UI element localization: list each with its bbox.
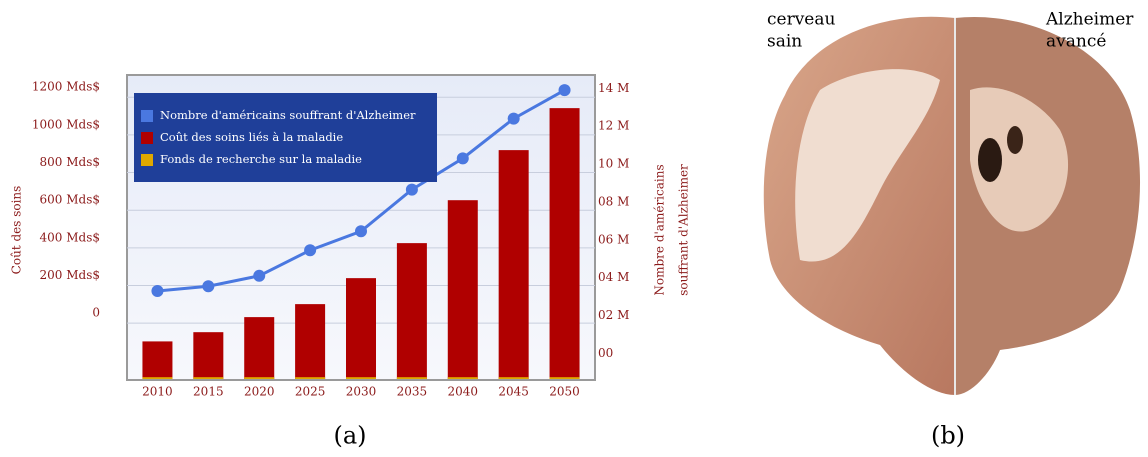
- y-tick-label: 600 Mds$: [40, 193, 100, 207]
- caption: (b): [931, 422, 965, 450]
- image-label: cerveau: [767, 10, 836, 30]
- y2-tick-label: 10 M: [598, 157, 629, 171]
- y2-tick-label: 12 M: [598, 119, 629, 133]
- y2-axis-title: souffrant d'Alzheimer: [677, 164, 691, 296]
- bar: [396, 377, 427, 379]
- bar: [498, 150, 529, 379]
- x-tick-label: 2040: [448, 385, 479, 399]
- caption: (a): [333, 422, 366, 450]
- legend-label: Fonds de recherche sur la maladie: [160, 152, 362, 166]
- y2-tick-label: 04 M: [598, 270, 629, 284]
- point: [304, 244, 317, 257]
- y-axis-title: Coût des soins: [10, 186, 24, 275]
- point: [202, 280, 215, 293]
- bar: [244, 317, 275, 379]
- bar: [549, 108, 580, 379]
- image-label: avancé: [1046, 32, 1106, 52]
- bar: [346, 377, 376, 379]
- bar: [295, 377, 326, 379]
- x-tick-label: 2045: [498, 385, 529, 399]
- bar: [549, 377, 580, 379]
- x-tick-label: 2035: [397, 385, 428, 399]
- bar: [396, 243, 427, 379]
- point: [456, 152, 469, 165]
- y2-tick-label: 00: [598, 346, 613, 360]
- legend-box: [134, 93, 437, 182]
- bar: [193, 332, 224, 379]
- x-tick-label: 2020: [244, 385, 275, 399]
- y-tick-label: 400 Mds$: [40, 230, 100, 244]
- legend-swatch: [141, 154, 153, 166]
- x-tick-label: 2030: [346, 385, 377, 399]
- brain-image: [763, 16, 1141, 396]
- point: [405, 183, 418, 196]
- y-tick-label: 1200 Mds$: [32, 80, 100, 94]
- y2-tick-label: 08 M: [598, 194, 629, 208]
- point: [558, 84, 571, 97]
- legend-label: Coût des soins liés à la maladie: [160, 130, 343, 144]
- x-tick-label: 2015: [193, 385, 224, 399]
- legend-label: Nombre d'américains souffrant d'Alzheime…: [160, 108, 416, 122]
- x-tick-label: 2025: [295, 385, 326, 399]
- y2-tick-label: 06 M: [598, 232, 629, 246]
- legend-swatch: [141, 132, 153, 144]
- point: [507, 112, 520, 125]
- y2-tick-label: 02 M: [598, 308, 629, 322]
- y2-tick-label: 14 M: [598, 81, 629, 95]
- bar: [244, 377, 275, 379]
- y2-axis-title: Nombre d'américains: [653, 164, 667, 295]
- bar: [193, 377, 224, 379]
- x-tick-label: 2050: [549, 385, 580, 399]
- white-matter: [970, 87, 1069, 232]
- bar: [142, 377, 173, 379]
- bar: [447, 200, 478, 379]
- bar: [142, 341, 173, 379]
- white-matter: [795, 69, 940, 262]
- bar: [447, 377, 478, 379]
- ventricle: [978, 138, 1002, 182]
- y-tick-label: 0: [92, 306, 100, 320]
- ventricle: [1007, 126, 1023, 154]
- bar: [346, 278, 376, 379]
- legend-swatch: [141, 110, 153, 122]
- bar: [295, 304, 326, 379]
- x-tick-label: 2010: [142, 385, 173, 399]
- y-tick-label: 200 Mds$: [40, 268, 100, 282]
- image-label: sain: [767, 32, 802, 52]
- y-tick-label: 800 Mds$: [40, 155, 100, 169]
- y-tick-label: 1000 Mds$: [32, 117, 100, 131]
- bar: [498, 377, 529, 379]
- point: [355, 225, 367, 238]
- point: [253, 269, 266, 282]
- image-label: Alzheimer: [1045, 10, 1134, 30]
- point: [151, 284, 164, 297]
